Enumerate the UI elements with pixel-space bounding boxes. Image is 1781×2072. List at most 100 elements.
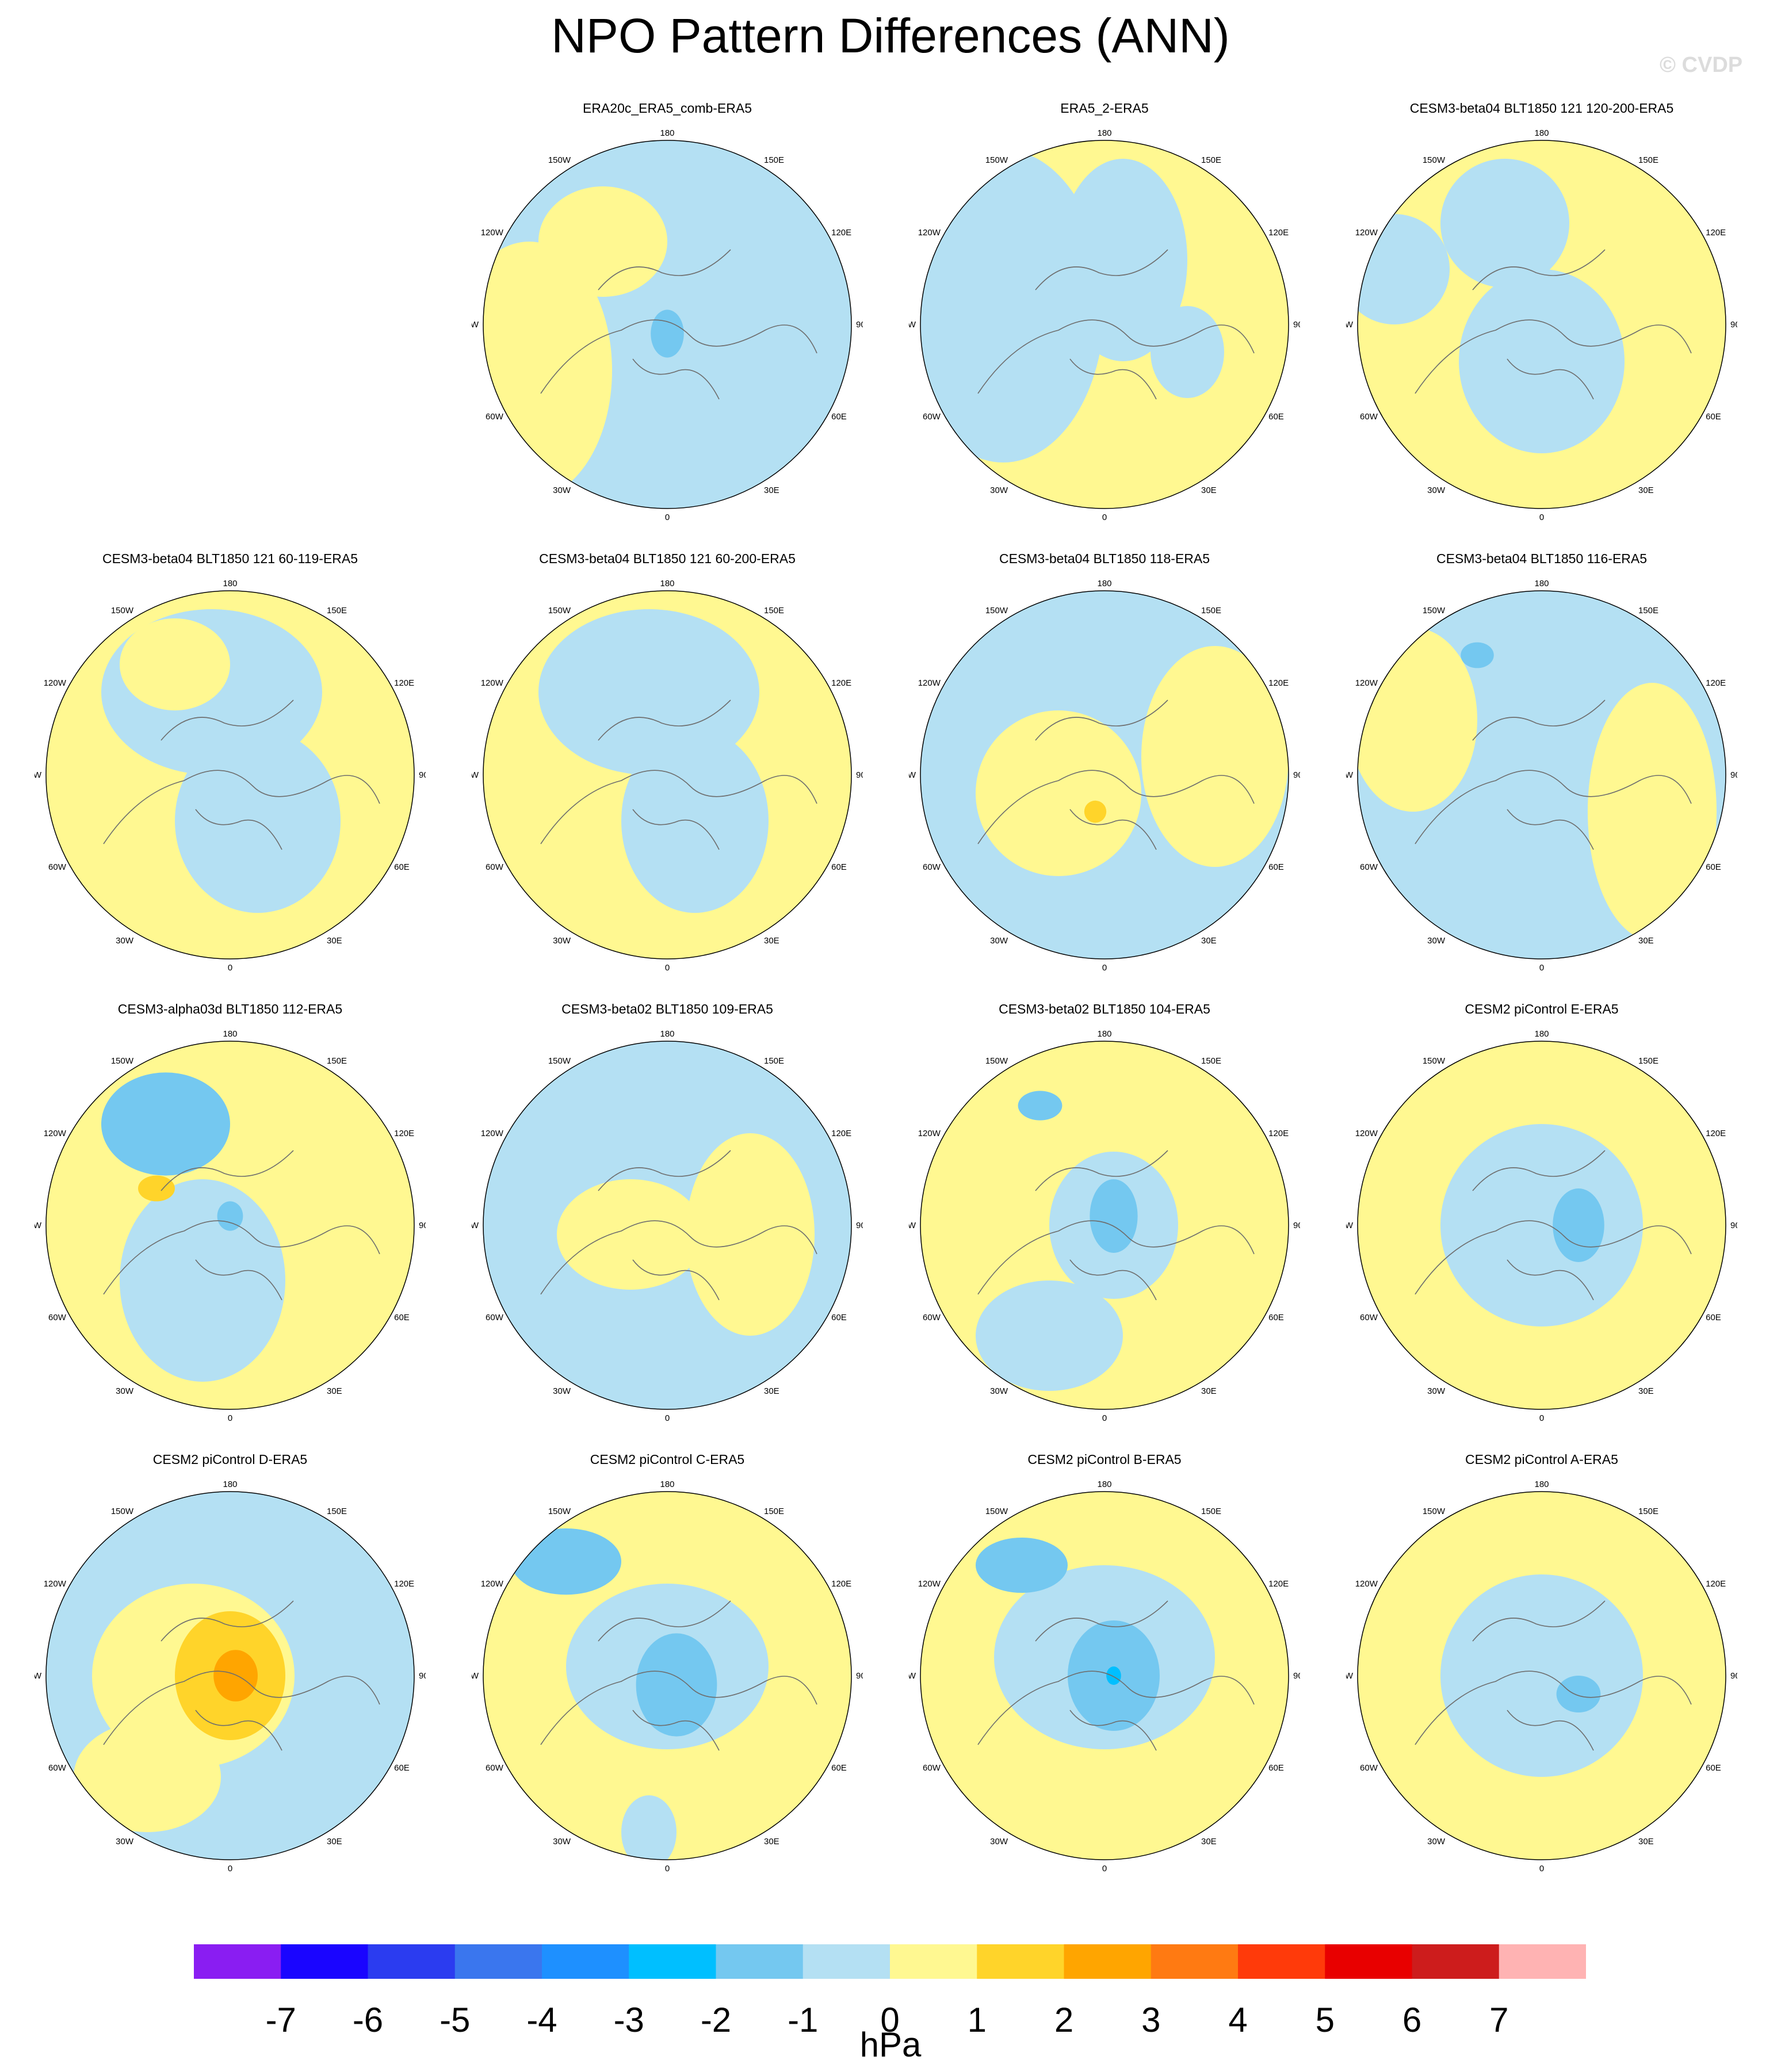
longitude-label: 120W xyxy=(44,678,67,688)
longitude-label: 120W xyxy=(1355,1579,1378,1589)
coastline xyxy=(540,1600,817,1751)
longitude-label: 30E xyxy=(764,1837,779,1847)
map-border xyxy=(483,140,852,509)
longitude-label: 90E xyxy=(1730,320,1737,330)
longitude-label: 120W xyxy=(1355,1129,1378,1138)
longitude-label: 150E xyxy=(1201,1507,1221,1516)
field-contour xyxy=(621,729,769,913)
longitude-label: 60W xyxy=(1360,1763,1378,1773)
longitude-label: 60E xyxy=(831,1313,847,1322)
longitude-label: 60E xyxy=(831,412,847,422)
field-contour xyxy=(1151,306,1224,398)
colorbar-tick-label: -6 xyxy=(352,2001,384,2039)
field-contour xyxy=(175,729,341,913)
longitude-label: 120W xyxy=(918,1129,941,1138)
colorbar-swatch xyxy=(716,1944,804,1979)
coastline xyxy=(977,1600,1255,1751)
field-contour xyxy=(1358,628,1477,812)
polar-map: 180 0 90W 90E 120W 120E 60W 60E 150W 150E 30W 30E xyxy=(909,1480,1300,1874)
longitude-label: 60E xyxy=(1706,862,1721,872)
field-contour xyxy=(511,1528,621,1595)
longitude-label: 30W xyxy=(116,1386,134,1396)
longitude-label: 120E xyxy=(1706,678,1726,688)
longitude-label: 150E xyxy=(1201,1056,1221,1066)
longitude-label: 60W xyxy=(923,1763,941,1773)
colorbar-tick-label: 2 xyxy=(1054,2001,1074,2039)
coastline xyxy=(1415,1150,1692,1301)
field-contour xyxy=(1141,646,1289,867)
field-contour xyxy=(1553,1188,1604,1262)
longitude-label: 150W xyxy=(985,1507,1008,1516)
polar-map: 180 0 90W 90E 120W 120E 60W 60E 150W 150E 30W 30E xyxy=(472,128,863,522)
longitude-label: 120E xyxy=(1268,1129,1289,1138)
longitude-label: 150W xyxy=(111,1507,134,1516)
map-border xyxy=(483,590,852,959)
longitude-label: 150E xyxy=(1638,1507,1658,1516)
longitude-label: 90W xyxy=(1346,770,1354,780)
longitude-label: 90E xyxy=(1730,1671,1737,1681)
coastline xyxy=(540,249,817,400)
field-contour xyxy=(1440,159,1569,288)
coastline xyxy=(1415,699,1692,850)
map-panel: CESM3-beta04 BLT1850 116-ERA5180090W90E1… xyxy=(1346,551,1737,977)
colorbar-tick-label: 3 xyxy=(1141,2001,1161,2039)
longitude-label: 120E xyxy=(1706,228,1726,238)
coastline xyxy=(977,699,1255,850)
colorbar-swatch xyxy=(977,1944,1064,1979)
longitude-label: 150W xyxy=(985,155,1008,165)
polar-map: 180 0 90W 90E 120W 120E 60W 60E 150W 150E 30W 30E xyxy=(909,1029,1300,1423)
field-contour xyxy=(1084,800,1107,823)
longitude-label: 30W xyxy=(990,936,1008,946)
panel-title: ERA20c_ERA5_comb-ERA5 xyxy=(582,101,752,116)
longitude-label: 60E xyxy=(1706,1763,1721,1773)
map-border xyxy=(920,1041,1289,1410)
polar-map: 180 0 90W 90E 120W 120E 60W 60E 150W 150E 30W 30E xyxy=(472,1029,863,1423)
field-contour xyxy=(101,1072,230,1176)
longitude-label: 150E xyxy=(1201,155,1221,165)
colorbar-tick-label: -1 xyxy=(788,2001,819,2039)
colorbar-swatch xyxy=(1151,1944,1239,1979)
longitude-label: 90W xyxy=(909,320,916,330)
longitude-label: 180 xyxy=(1097,128,1111,138)
longitude-label: 150W xyxy=(985,606,1008,616)
longitude-label: 120W xyxy=(918,1579,941,1589)
coastline xyxy=(540,1150,817,1301)
field-contour xyxy=(138,1175,175,1202)
panel-title: CESM2 piControl E-ERA5 xyxy=(1465,1001,1619,1016)
colorbar-swatch xyxy=(629,1944,716,1979)
coastline xyxy=(977,249,1255,400)
longitude-label: 90W xyxy=(909,1221,916,1230)
longitude-label: 30W xyxy=(1427,1837,1446,1847)
colorbar-tick-labels: -7 -6 -5 -4 -3 -2 -1 0 1 2 3 4 5 6 7 xyxy=(0,1944,1781,2059)
longitude-label: 120W xyxy=(44,1579,67,1589)
longitude-label: 30W xyxy=(116,936,134,946)
longitude-label: 60W xyxy=(48,1763,67,1773)
colorbar-swatch xyxy=(1499,1944,1586,1979)
longitude-label: 30E xyxy=(1201,1386,1217,1396)
longitude-label: 30W xyxy=(553,936,571,946)
longitude-label: 180 xyxy=(223,1480,237,1489)
longitude-label: 150W xyxy=(1423,155,1446,165)
map-border xyxy=(920,140,1289,509)
field-contour xyxy=(1018,1091,1063,1121)
longitude-label: 0 xyxy=(228,1864,232,1874)
longitude-label: 30W xyxy=(116,1837,134,1847)
longitude-label: 60W xyxy=(923,412,941,422)
longitude-label: 150E xyxy=(1201,606,1221,616)
longitude-label: 90E xyxy=(1730,1221,1737,1230)
longitude-label: 120W xyxy=(481,1579,504,1589)
map-panel: CESM3-beta04 BLT1850 121 60-200-ERA5 180 0… xyxy=(472,551,863,977)
field-contour xyxy=(621,1795,677,1860)
colorbar-swatch xyxy=(1064,1944,1152,1979)
longitude-label: 60E xyxy=(394,862,410,872)
longitude-label: 30W xyxy=(1427,936,1446,946)
field-contour xyxy=(74,1722,221,1832)
panel-title: CESM2 piControl B-ERA5 xyxy=(1027,1452,1182,1467)
longitude-label: 150W xyxy=(1423,606,1446,616)
polar-map: 180 0 90W 90E 120W 120E 60W 60E 150W 150E 30W 30E xyxy=(472,579,863,973)
longitude-label: 0 xyxy=(1539,963,1544,973)
field-contour xyxy=(920,150,1104,462)
longitude-label: 0 xyxy=(228,963,232,973)
longitude-label: 120E xyxy=(831,1129,851,1138)
polar-map: 180 0 90W 90E 120W 120E 60W 60E 150W 150E 30W 30E xyxy=(1346,1029,1737,1423)
